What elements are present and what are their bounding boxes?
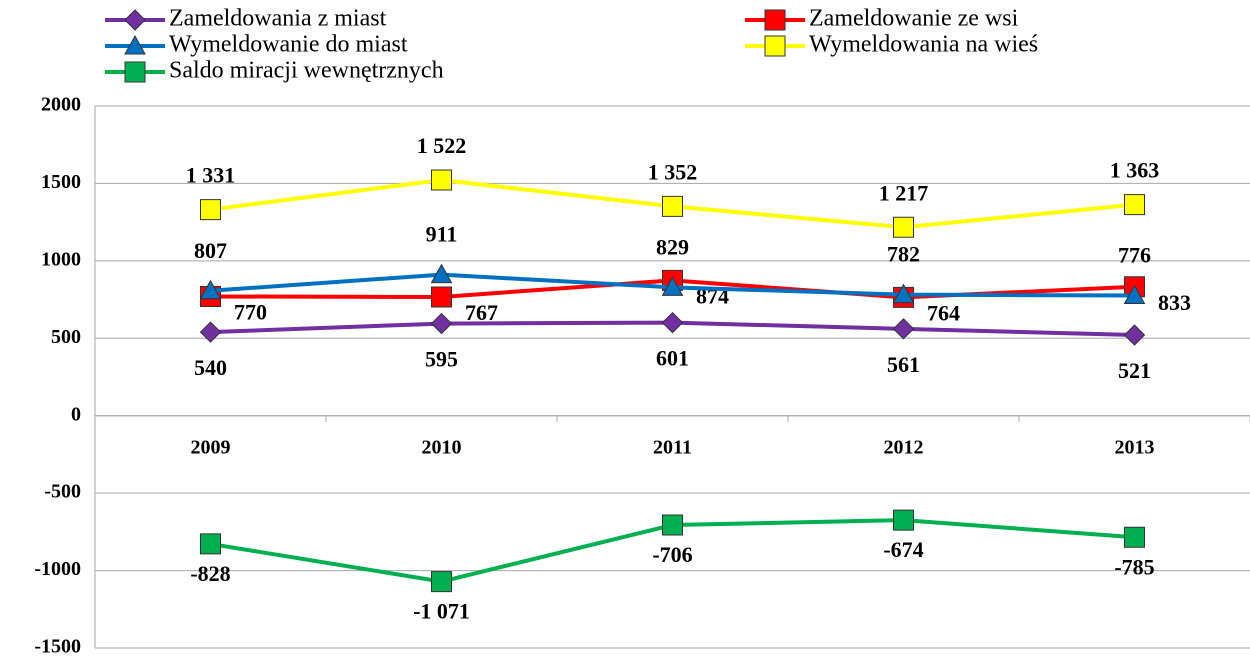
y-tick-label: 1500 [41,171,81,193]
y-tick-label: -500 [44,481,81,503]
legend-label: Zameldowania z miast [169,6,387,32]
marker [431,286,452,308]
x-tick-label: 2010 [422,436,462,458]
marker [893,216,914,238]
marker [431,169,452,191]
legend-label: Zameldowanie ze wsi [809,6,1019,32]
data-label: 767 [465,300,498,325]
marker [200,533,221,555]
y-tick-label: 500 [51,326,81,348]
data-label: -785 [1114,554,1154,579]
legend-marker [124,9,146,31]
data-label: 782 [887,242,920,267]
data-label: 595 [425,347,458,372]
marker [1123,324,1146,346]
legend-label: Wymeldowanie do miast [169,32,408,58]
marker [199,279,222,300]
data-label: 770 [234,300,267,325]
x-tick-label: 2009 [191,436,231,458]
data-label: -706 [652,542,692,567]
marker [430,312,453,335]
y-tick-label: 0 [71,403,81,425]
legend-marker [124,61,146,83]
data-label: 764 [927,300,960,325]
data-label: 829 [656,234,689,259]
marker [430,263,453,284]
data-label: 1 331 [186,163,236,188]
data-label: 561 [887,352,920,377]
data-label: 1 352 [648,159,698,184]
data-label: -674 [883,537,923,562]
data-label: 911 [426,222,458,247]
legend-label: Saldo miracji wewnętrznych [169,58,444,84]
marker [199,321,222,343]
x-tick-label: 2013 [1115,436,1155,458]
marker [892,283,915,304]
data-label: 776 [1118,243,1151,268]
data-label: 833 [1158,290,1191,315]
data-label: 807 [194,238,227,263]
marker [662,514,683,536]
data-label: -828 [190,561,230,586]
marker [892,318,915,340]
y-tick-label: 1000 [41,248,81,270]
legend-marker [764,9,786,31]
legend-marker [124,34,146,55]
data-label: 601 [656,346,689,371]
marker [1124,526,1145,548]
data-label: 540 [194,355,227,380]
marker [1123,284,1146,305]
marker [1124,194,1145,216]
x-tick-label: 2012 [884,436,924,458]
y-tick-label: 2000 [41,94,81,116]
data-label: 1 363 [1110,158,1160,183]
marker [431,571,452,593]
y-tick-label: -1000 [34,558,81,580]
data-label: 1 217 [879,180,929,205]
x-tick-label: 2011 [653,436,692,458]
data-label: 1 522 [417,133,467,158]
legend-label: Wymeldowania na wieś [809,32,1038,58]
legend-marker [764,35,786,57]
marker [661,276,684,296]
marker [662,195,683,217]
y-tick-label: -1500 [34,636,81,657]
data-label: 521 [1118,358,1151,383]
marker [200,199,221,221]
data-label: -1 071 [413,599,470,624]
marker [893,509,914,531]
marker [661,311,684,334]
